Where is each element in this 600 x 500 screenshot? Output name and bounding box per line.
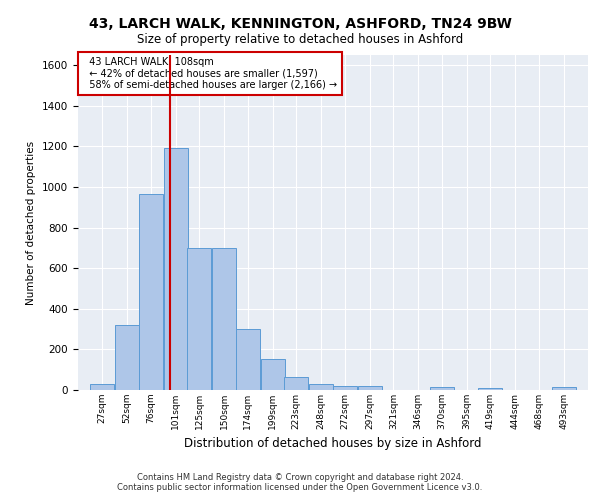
Bar — [139, 194, 163, 390]
Bar — [236, 329, 260, 390]
Y-axis label: Number of detached properties: Number of detached properties — [26, 140, 37, 304]
Bar — [552, 387, 576, 390]
Bar — [187, 248, 211, 390]
Bar — [115, 325, 139, 390]
Bar — [284, 377, 308, 390]
Text: 43 LARCH WALK: 108sqm
  ← 42% of detached houses are smaller (1,597)
  58% of se: 43 LARCH WALK: 108sqm ← 42% of detached … — [83, 56, 337, 90]
Bar — [212, 248, 236, 390]
Bar — [478, 388, 502, 390]
Bar — [260, 358, 284, 390]
Bar — [90, 384, 114, 390]
Bar — [164, 148, 188, 390]
Text: Contains HM Land Registry data © Crown copyright and database right 2024.
Contai: Contains HM Land Registry data © Crown c… — [118, 473, 482, 492]
X-axis label: Distribution of detached houses by size in Ashford: Distribution of detached houses by size … — [184, 438, 482, 450]
Text: Size of property relative to detached houses in Ashford: Size of property relative to detached ho… — [137, 32, 463, 46]
Bar — [333, 386, 357, 390]
Text: 43, LARCH WALK, KENNINGTON, ASHFORD, TN24 9BW: 43, LARCH WALK, KENNINGTON, ASHFORD, TN2… — [89, 18, 511, 32]
Bar — [309, 384, 333, 390]
Bar — [430, 387, 454, 390]
Bar — [358, 386, 382, 390]
